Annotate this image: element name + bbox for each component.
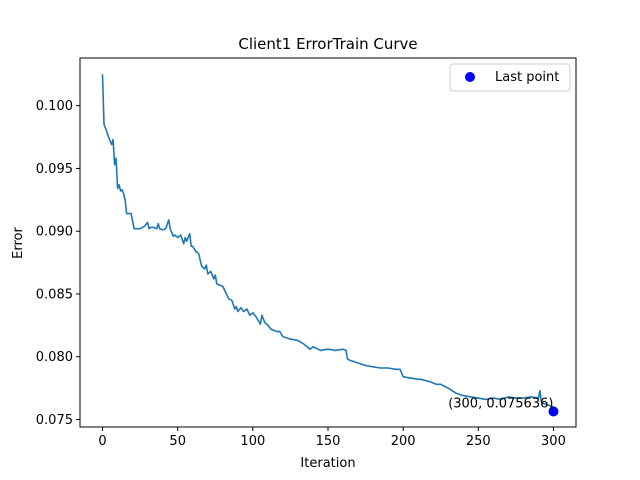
y-tick-label: 0.075	[36, 413, 73, 428]
x-axis: 0 50 100 150 200 250 300	[98, 427, 566, 449]
last-point-annotation: (300, 0.075636)	[448, 396, 553, 411]
error-curve-line	[101, 74, 554, 408]
y-tick-label: 0.100	[36, 99, 73, 114]
x-tick-label: 250	[466, 434, 491, 449]
last-point-marker	[548, 406, 559, 417]
y-tick-label: 0.080	[36, 350, 73, 365]
y-axis-label: Error	[11, 227, 26, 259]
legend: Last point	[449, 63, 571, 92]
x-tick-label: 300	[541, 434, 566, 449]
plot-frame	[79, 57, 577, 428]
x-axis-label: Iteration	[300, 456, 355, 471]
y-tick-label: 0.095	[36, 162, 73, 177]
x-tick-label: 150	[316, 434, 341, 449]
x-tick-label: 0	[98, 434, 106, 449]
y-tick-label: 0.090	[36, 225, 73, 240]
legend-marker	[465, 72, 475, 82]
x-tick-label: 200	[391, 434, 416, 449]
legend-label: Last point	[495, 70, 559, 85]
x-tick-label: 50	[169, 434, 186, 449]
legend-box	[449, 63, 571, 92]
y-axis: 0.075 0.080 0.085 0.090 0.095 0.100	[36, 99, 80, 428]
chart-title: Client1 ErrorTrain Curve	[238, 35, 417, 53]
y-tick-label: 0.085	[36, 287, 73, 302]
x-tick-label: 100	[240, 434, 265, 449]
